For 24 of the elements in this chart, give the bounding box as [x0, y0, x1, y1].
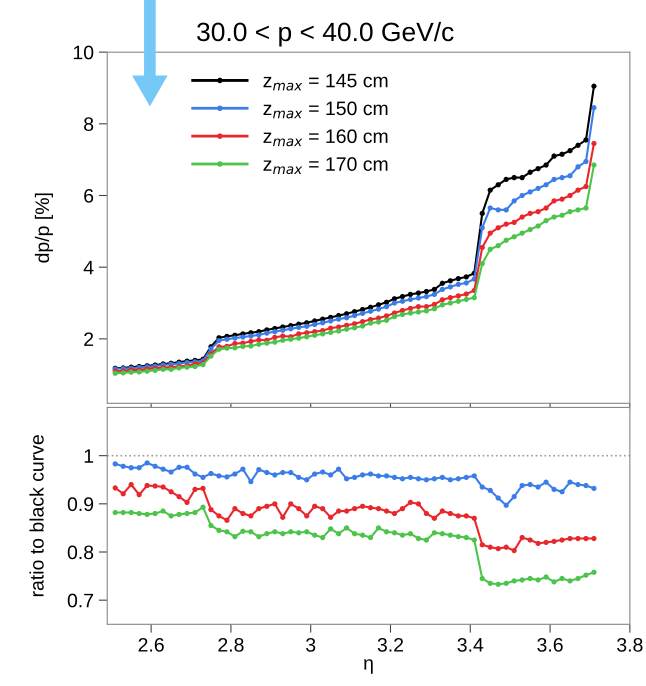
x-tick-label: 2.6	[138, 638, 164, 652]
x-tick-label: 3.8	[617, 638, 643, 652]
legend-label: z$_{max}$ = 170 cm	[263, 157, 388, 174]
y-tick-label: 0.7	[68, 594, 94, 608]
x-tick-label: 3.6	[537, 638, 563, 652]
y-tick-label: 6	[84, 188, 94, 203]
x-tick-label: 3.4	[458, 638, 484, 652]
legend-label: z$_{max}$ = 145 cm	[263, 74, 388, 91]
chart-title: 30.0 < p < 40.0 GeV/c	[197, 22, 454, 46]
x-tick-label: 3.2	[378, 638, 404, 652]
y-axis-title: dp/p [%]	[34, 193, 53, 263]
x-tick-label: 2.8	[218, 638, 244, 652]
y-tick-label: 4	[84, 260, 94, 274]
y-tick-label: 10	[74, 46, 94, 60]
legend-label: z$_{max}$ = 150 cm	[263, 101, 388, 118]
x-axis-title: η	[364, 659, 373, 674]
y-axis-title: ratio to black curve	[29, 435, 44, 596]
y-tick-label: 0.8	[68, 545, 94, 560]
y-tick-label: 1	[84, 449, 94, 463]
y-tick-label: 8	[84, 117, 94, 132]
y-tick-label: 0.9	[68, 497, 94, 512]
x-tick-label: 3	[306, 638, 316, 652]
y-tick-label: 2	[84, 332, 94, 346]
legend-label: z$_{max}$ = 160 cm	[263, 129, 388, 146]
